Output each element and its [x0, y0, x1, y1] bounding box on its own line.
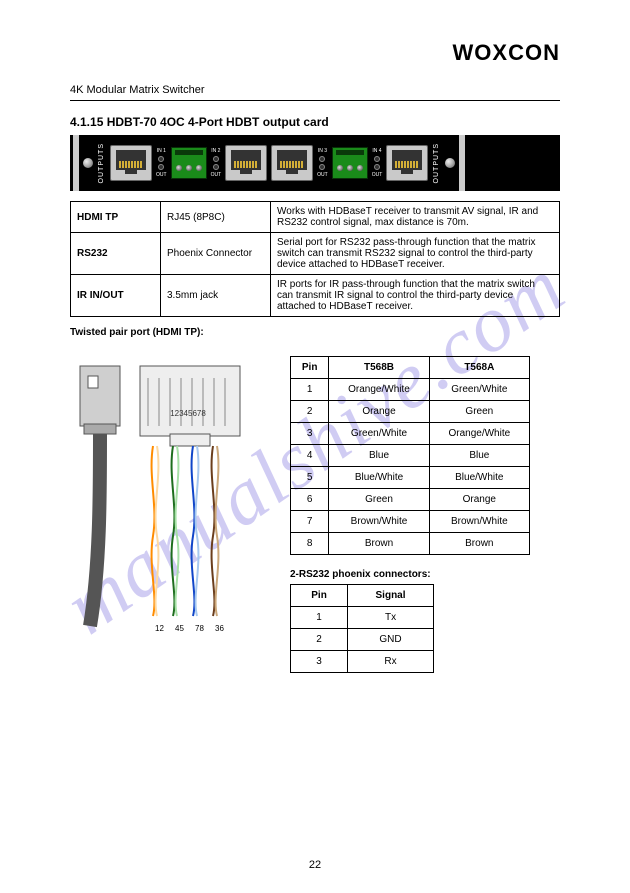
cell-name: RS232 [71, 233, 161, 275]
ir-port-4: IN 4OUT [372, 148, 383, 178]
table-row: IR IN/OUT 3.5mm jack IR ports for IR pas… [71, 275, 560, 317]
col-t568b: T568B [329, 357, 429, 379]
table-row: 7Brown/WhiteBrown/White [291, 511, 530, 533]
table-row: 3Green/WhiteOrange/White [291, 423, 530, 445]
cell-desc: IR ports for IR pass-through function th… [271, 275, 560, 317]
rs232-port-2 [332, 147, 368, 179]
pin-caption: Twisted pair port (HDMI TP): [70, 327, 560, 338]
table-row: RS232 Phoenix Connector Serial port for … [71, 233, 560, 275]
rs232-table-title: 2-RS232 phoenix connectors: [290, 569, 530, 580]
svg-text:12: 12 [155, 624, 164, 633]
cell-conn: 3.5mm jack [161, 275, 271, 317]
cell-desc: Works with HDBaseT receiver to transmit … [271, 202, 560, 233]
connector-table: HDMI TP RJ45 (8P8C) Works with HDBaseT r… [70, 201, 560, 317]
cell-name: IR IN/OUT [71, 275, 161, 317]
table-header-row: Pin Signal [291, 585, 434, 607]
front-panel: OUTPUTS IN 1OUT IN 2OUT IN 3OUT IN 4OUT … [70, 135, 560, 191]
table-row: 8BrownBrown [291, 533, 530, 555]
table-row: 5Blue/WhiteBlue/White [291, 467, 530, 489]
hdmi-tp-port-2 [225, 145, 267, 181]
svg-text:45: 45 [175, 624, 184, 633]
table-row: 2GND [291, 629, 434, 651]
outputs-label-left: OUTPUTS [97, 143, 106, 183]
ir-port-3: IN 3OUT [317, 148, 328, 178]
doc-subtitle: 4K Modular Matrix Switcher [70, 84, 560, 101]
table-row: 1Tx [291, 607, 434, 629]
col-signal: Signal [348, 585, 434, 607]
cell-conn: Phoenix Connector [161, 233, 271, 275]
screw-icon [83, 158, 93, 168]
table-header-row: Pin T568B T568A [291, 357, 530, 379]
svg-text:78: 78 [195, 624, 204, 633]
hdmi-tp-port-4 [386, 145, 428, 181]
table-row: HDMI TP RJ45 (8P8C) Works with HDBaseT r… [71, 202, 560, 233]
table-row: 4BlueBlue [291, 445, 530, 467]
col-pin: Pin [291, 357, 329, 379]
rs232-port-1 [171, 147, 207, 179]
ir-port-1: IN 1OUT [156, 148, 167, 178]
table-row: 3Rx [291, 651, 434, 673]
cell-desc: Serial port for RS232 pass-through funct… [271, 233, 560, 275]
screw-icon [445, 158, 455, 168]
cell-conn: RJ45 (8P8C) [161, 202, 271, 233]
table-row: 1Orange/WhiteGreen/White [291, 379, 530, 401]
ir-port-2: IN 2OUT [211, 148, 222, 178]
pinout-table: Pin T568B T568A 1Orange/WhiteGreen/White… [290, 356, 530, 555]
svg-text:36: 36 [215, 624, 224, 633]
col-t568a: T568A [429, 357, 529, 379]
hdmi-tp-port-1 [110, 145, 152, 181]
section-title: 4.1.15 HDBT-70 4OC 4-Port HDBT output ca… [70, 115, 560, 129]
col-pin: Pin [291, 585, 348, 607]
mounting-bracket [73, 135, 79, 191]
svg-text:12345678: 12345678 [170, 409, 206, 418]
table-row: 2OrangeGreen [291, 401, 530, 423]
page-number: 22 [0, 859, 630, 871]
cell-name: HDMI TP [71, 202, 161, 233]
rj45-wiring-diagram: 12345678 12 45 78 36 [70, 356, 270, 639]
outputs-label-right: OUTPUTS [432, 143, 441, 183]
mounting-bracket [459, 135, 465, 191]
hdmi-tp-port-3 [271, 145, 313, 181]
brand-logo: WOXCON [70, 40, 560, 66]
table-row: 6GreenOrange [291, 489, 530, 511]
rs232-pin-table: Pin Signal 1Tx 2GND 3Rx [290, 584, 434, 673]
